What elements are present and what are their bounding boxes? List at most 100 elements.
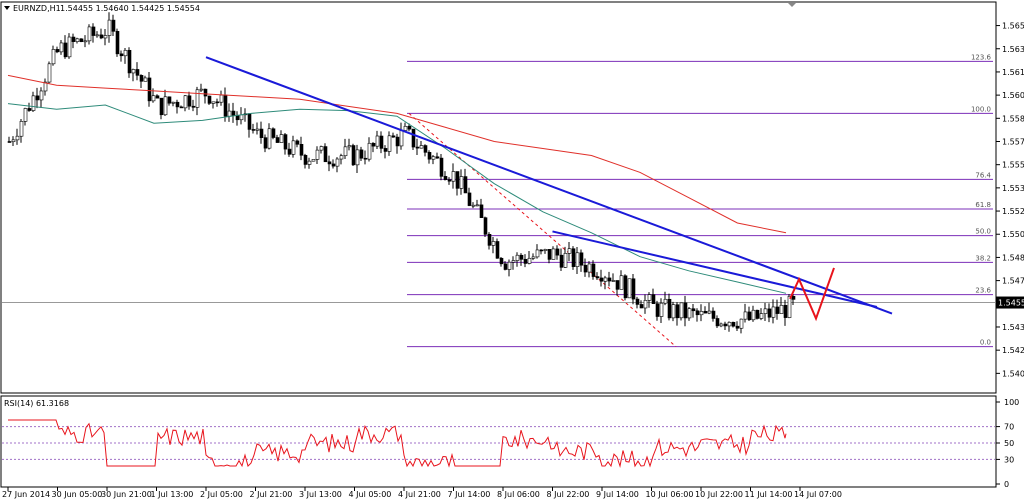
candle-body bbox=[495, 241, 500, 259]
candle-body bbox=[223, 94, 228, 117]
moving-averages bbox=[7, 74, 787, 294]
candle-body bbox=[203, 88, 208, 97]
candle-body bbox=[127, 49, 132, 74]
candle-body bbox=[271, 128, 276, 138]
candle-body bbox=[759, 313, 764, 319]
time-tick-label: 14 Jul 07:00 bbox=[794, 490, 842, 499]
candle-body bbox=[747, 311, 752, 321]
candle-body bbox=[775, 306, 780, 314]
price-tick-label: 1.54710 bbox=[1002, 277, 1024, 286]
candle-body bbox=[391, 135, 396, 138]
candle-body bbox=[351, 145, 356, 166]
trendline-1 bbox=[205, 56, 893, 315]
candle-body bbox=[623, 275, 628, 299]
chart-shift-marker-icon[interactable] bbox=[788, 3, 796, 7]
candle-body bbox=[379, 135, 384, 149]
candle-body bbox=[215, 101, 220, 104]
candle-body bbox=[99, 34, 104, 39]
candle-body bbox=[79, 38, 84, 42]
candle-body bbox=[219, 94, 224, 103]
slow-moving-average-line bbox=[7, 74, 787, 234]
rsi-pane[interactable] bbox=[0, 395, 997, 488]
time-tick-label: 2 Jul 05:00 bbox=[200, 490, 243, 499]
price-tick-label: 1.55700 bbox=[1002, 137, 1024, 146]
main-pane[interactable] bbox=[0, 1, 997, 394]
candle-body bbox=[611, 280, 616, 282]
candle-body bbox=[755, 309, 760, 319]
price-tick-label: 1.54875 bbox=[1002, 253, 1024, 262]
candle-body bbox=[723, 323, 728, 327]
time-tick-label: 30 Jun 21:00 bbox=[101, 490, 152, 499]
time-tick-label: 1 Jul 13:00 bbox=[151, 490, 194, 499]
candle-body bbox=[503, 263, 508, 270]
candle-body bbox=[555, 248, 560, 256]
candle-body bbox=[55, 49, 60, 53]
candle-body bbox=[743, 311, 748, 320]
candle-body bbox=[559, 254, 564, 268]
candle-body bbox=[479, 204, 484, 218]
candle-body bbox=[419, 145, 424, 149]
candle-body bbox=[279, 134, 284, 143]
candle-body bbox=[547, 249, 552, 260]
candle-body bbox=[631, 278, 636, 300]
fibonacci-level-label: 61.8 bbox=[975, 201, 991, 209]
candle-body bbox=[467, 192, 472, 206]
symbol-label: EURNZD,H1 bbox=[13, 4, 61, 13]
candle-body bbox=[779, 304, 784, 314]
candle-body bbox=[135, 69, 140, 76]
candle-body bbox=[639, 304, 644, 309]
candle-body bbox=[671, 304, 676, 319]
candle-body bbox=[83, 40, 88, 43]
candle-body bbox=[179, 106, 184, 109]
candle-body bbox=[643, 300, 648, 309]
rsi-tick-label: 30 bbox=[1004, 455, 1014, 464]
candle-body bbox=[579, 252, 584, 266]
time-tick-label: 10 Jul 06:00 bbox=[646, 490, 694, 499]
candle-body bbox=[675, 304, 680, 319]
candle-body bbox=[591, 263, 596, 277]
fibonacci-retracement[interactable]: 123.6 100.0 76.4 61.8 50.0 38.2 23.6 0.0 bbox=[2, 53, 995, 348]
dropdown-triangle-icon[interactable] bbox=[4, 6, 10, 10]
candle-body bbox=[595, 276, 600, 279]
candle-body bbox=[51, 49, 56, 65]
candle-body bbox=[475, 204, 480, 207]
candle-body bbox=[435, 156, 440, 159]
price-tick-label: 1.55040 bbox=[1002, 230, 1024, 239]
candle-body bbox=[563, 253, 568, 268]
candle-body bbox=[303, 154, 308, 165]
candle-body bbox=[523, 259, 528, 264]
candle-body bbox=[687, 308, 692, 319]
candle-body bbox=[39, 90, 44, 101]
candle-body bbox=[791, 296, 796, 300]
candle-body bbox=[483, 217, 488, 235]
candle-body bbox=[331, 163, 336, 167]
candle-body bbox=[315, 149, 320, 160]
candle-body bbox=[499, 257, 504, 265]
fibonacci-swing-line bbox=[408, 113, 677, 348]
candle-body bbox=[459, 176, 464, 189]
candle-body bbox=[43, 81, 48, 92]
candle-body bbox=[239, 114, 244, 121]
candle-body bbox=[451, 171, 456, 182]
time-tick-label: 30 Jun 05:00 bbox=[52, 490, 103, 499]
candle-body bbox=[87, 26, 92, 42]
time-tick-label: 3 Jul 13:00 bbox=[299, 490, 342, 499]
candle-body bbox=[407, 125, 412, 130]
candle-body bbox=[111, 19, 116, 32]
candle-body bbox=[355, 149, 360, 166]
candle-body bbox=[139, 75, 144, 82]
candle-body bbox=[767, 308, 772, 318]
fibonacci-level-label: 0.0 bbox=[980, 339, 991, 347]
candle-body bbox=[763, 308, 768, 314]
trendlines[interactable] bbox=[205, 56, 893, 322]
candle-body bbox=[227, 110, 232, 117]
candle-body bbox=[647, 294, 652, 301]
candle-body bbox=[255, 128, 260, 131]
candle-body bbox=[155, 95, 160, 99]
candle-body bbox=[455, 171, 460, 189]
candle-body bbox=[635, 298, 640, 305]
candle-body bbox=[439, 157, 444, 177]
candle-body bbox=[275, 137, 280, 143]
candle-body bbox=[619, 275, 624, 290]
